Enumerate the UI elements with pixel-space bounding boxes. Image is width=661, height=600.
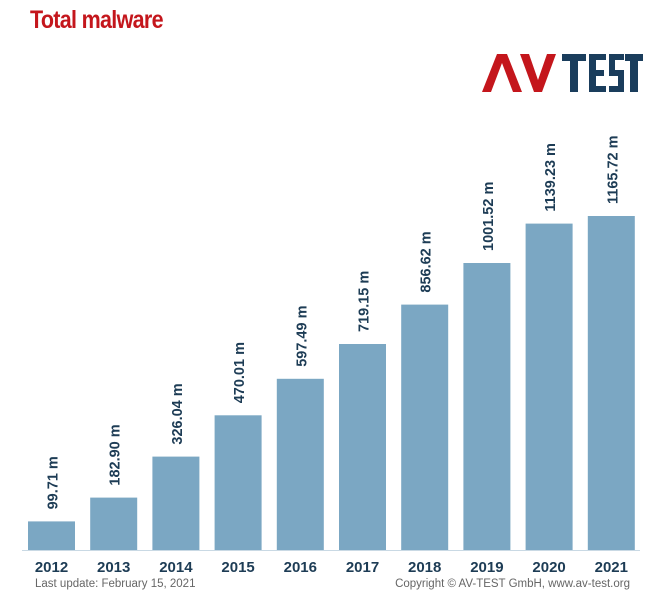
last-update-text: Last update: February 15, 2021 [35,578,196,590]
bar-2020 [525,223,573,550]
logo-letter-a [482,54,522,92]
value-label-2012: 99.71 m [46,456,62,509]
bar-2015 [214,415,262,550]
x-tick-2014: 2014 [159,559,193,576]
bar-2017 [339,344,386,550]
value-label-2020: 1139.23 m [543,143,559,212]
av-test-logo [482,54,643,92]
value-label-2017: 719.15 m [357,271,373,332]
x-tick-2020: 2020 [532,559,565,576]
x-tick-2016: 2016 [284,559,317,576]
bar-2012 [28,521,75,550]
x-tick-2021: 2021 [595,559,628,576]
x-tick-2013: 2013 [97,559,130,576]
value-label-2016: 597.49 m [294,306,310,367]
copyright-text: Copyright © AV-TEST GmbH, www.av-test.or… [395,578,630,590]
bar-2019 [463,263,511,550]
bar-2016 [276,378,324,550]
value-label-2021: 1165.72 m [605,135,621,204]
x-tick-2019: 2019 [470,559,503,576]
bar-2018 [401,304,449,550]
bar-2013 [90,497,138,550]
chart-title: Total malware [30,6,164,34]
value-label-2018: 856.62 m [419,231,435,292]
x-tick-2018: 2018 [408,559,441,576]
value-label-2015: 470.01 m [232,342,248,403]
value-label-2014: 326.04 m [170,383,186,444]
logo-letter-v [520,54,556,92]
x-tick-2012: 2012 [35,559,68,576]
bar-2014 [152,456,200,550]
logo-word-test [562,54,643,92]
value-label-2019: 1001.52 m [481,182,497,251]
value-label-2013: 182.90 m [108,424,124,485]
bar-2021 [587,216,635,550]
x-tick-2017: 2017 [346,559,379,576]
x-tick-2015: 2015 [221,559,254,576]
